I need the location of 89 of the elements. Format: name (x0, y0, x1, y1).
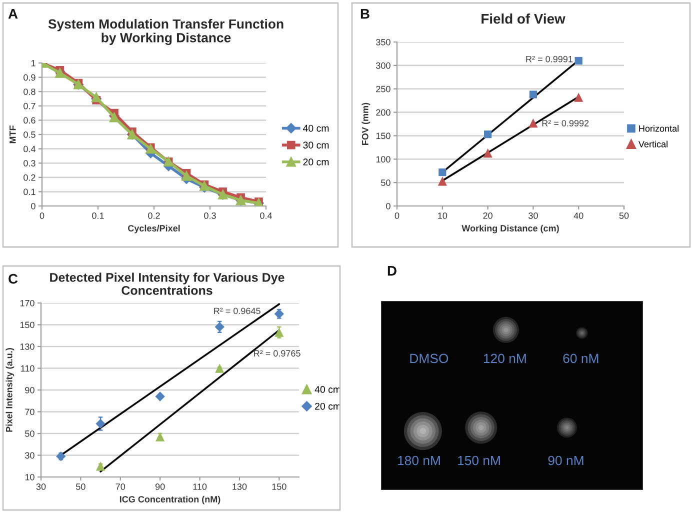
y-axis-title: FOV (mm) (362, 102, 370, 145)
y-tick-label: 70 (25, 408, 34, 416)
y-axis-title: Pixel Intensity (a.u.) (6, 348, 14, 432)
y-tick-label: 100 (376, 156, 390, 163)
text: 120 nM (484, 354, 526, 364)
chart-title: System Modulation Transfer Function by Working Distance (48, 18, 284, 46)
x-axis-title: Working Distance (cm) (462, 224, 559, 234)
y-tick-label: 0.4 (24, 146, 36, 152)
point (96, 418, 106, 429)
legend-label: 20 cm (303, 158, 329, 166)
x-tick-label: 0.1 (92, 212, 104, 219)
y-tick-label: 200 (376, 109, 390, 116)
x-tick-label: 150 (272, 483, 286, 490)
chart-title: Detected Pixel Intensity for Various Dye Concentrations (50, 272, 284, 295)
x-tick-label: 70 (116, 483, 126, 490)
chart-title: Field of View (482, 14, 566, 24)
annotation: R² = 0.9765 (254, 350, 300, 357)
y-tick-label: 0 (31, 202, 36, 210)
text: DMSO (410, 354, 448, 364)
y-tick-label: 0 (386, 202, 390, 210)
y-tick-label: 0.9 (24, 74, 36, 81)
y-tick-label: 0.6 (24, 117, 36, 124)
x-tick-label: 0.2 (148, 212, 160, 219)
x-tick-label: 10 (438, 212, 448, 219)
y-tick-label: 0.5 (24, 131, 36, 138)
y-tick-label: 1 (31, 60, 36, 66)
x-tick-label: 90 (155, 483, 165, 490)
point (156, 432, 165, 442)
y-tick-label: 0.7 (24, 102, 36, 110)
point (574, 56, 582, 65)
text: B (360, 9, 370, 19)
x-tick-label: 0.3 (204, 212, 216, 219)
y-tick-label: 0.2 (24, 174, 36, 181)
text: 60 nM (563, 354, 598, 364)
x-tick-label: 40 (574, 212, 584, 219)
y-tick-label: 150 (20, 322, 34, 328)
text: 180 nM (398, 456, 440, 466)
y-tick-label: 30 (25, 452, 34, 459)
legend-label: 30 cm (303, 142, 329, 149)
x-tick-label: 50 (76, 483, 86, 490)
y-tick-label: 0.3 (24, 160, 36, 166)
y-tick-label: 350 (376, 38, 390, 46)
x-axis-title: Cycles/Pixel (128, 224, 180, 234)
point (529, 90, 538, 98)
legend-label: 40 cm (302, 124, 329, 132)
y-tick-label: 50 (25, 430, 34, 437)
x-tick-label: 20 (483, 212, 492, 219)
text: 90 nM (548, 456, 584, 466)
point (155, 392, 165, 402)
point (96, 462, 106, 471)
y-tick-label: 150 (376, 132, 390, 140)
text: D (388, 266, 396, 276)
point (574, 92, 584, 102)
point (182, 171, 192, 181)
annotation: R² = 0.9991 (526, 56, 572, 62)
annotation: R² = 0.9645 (214, 308, 260, 314)
x-tick-label: 30 (528, 212, 538, 219)
point (484, 130, 492, 138)
text: A (8, 9, 18, 19)
point (438, 168, 446, 176)
y-tick-label: 170 (20, 300, 34, 306)
y-tick-label: 300 (376, 62, 390, 69)
y-tick-label: 130 (20, 343, 34, 350)
x-tick-label: 50 (619, 212, 629, 219)
y-tick-label: 0.1 (24, 188, 36, 196)
point (528, 118, 538, 128)
x-tick-label: 0.4 (260, 212, 272, 219)
point (438, 176, 447, 186)
legend-label: Horizontal (639, 125, 678, 132)
legend-label: Vertical (638, 140, 668, 148)
y-axis-title: MTF (10, 126, 16, 144)
y-tick-label: 0.8 (24, 88, 36, 95)
text: C (8, 274, 18, 284)
x-tick-label: 110 (193, 483, 207, 490)
y-tick-label: 50 (381, 180, 390, 186)
point (274, 328, 284, 337)
y-tick-label: 10 (25, 474, 34, 480)
point (483, 148, 492, 158)
y-tick-label: 110 (21, 365, 34, 372)
x-tick-label: 30 (36, 483, 46, 490)
x-tick-label: 0 (394, 212, 400, 219)
x-tick-label: 130 (232, 483, 247, 490)
x-axis-title: ICG Concentration (nM) (120, 496, 220, 504)
text: 150 nM (458, 456, 500, 466)
point (215, 364, 224, 373)
y-tick-label: 90 (25, 386, 34, 394)
y-tick-label: 250 (376, 86, 390, 92)
annotation: R² = 0.9992 (542, 120, 589, 126)
x-tick-label: 0 (40, 212, 44, 219)
